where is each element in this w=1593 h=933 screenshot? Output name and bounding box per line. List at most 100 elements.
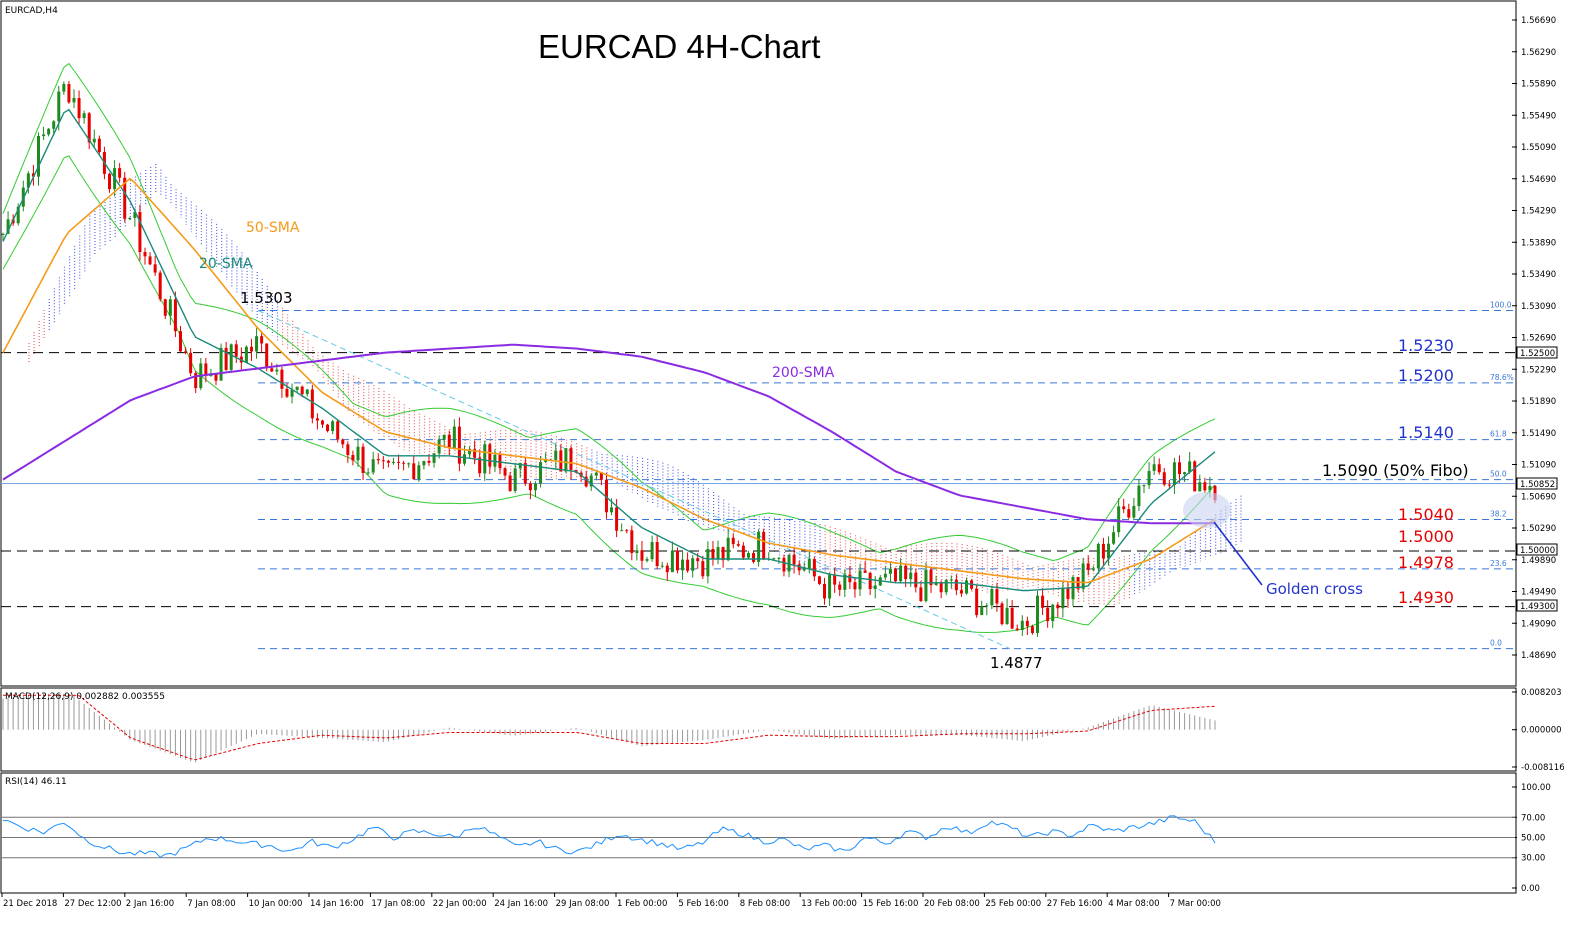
candle-body xyxy=(402,462,406,464)
candle-body xyxy=(615,507,619,531)
fib-label: 38.2 xyxy=(1490,509,1507,518)
candle-body xyxy=(539,462,543,484)
candle-body xyxy=(1137,485,1141,506)
candle-body xyxy=(564,448,568,472)
candle-body xyxy=(72,98,76,103)
candle-body xyxy=(909,572,913,580)
price-panel xyxy=(0,0,1517,687)
level-label-4: 1.5090 (50% Fibo) xyxy=(1322,461,1469,480)
candle-body xyxy=(787,554,791,572)
candle-body xyxy=(128,217,132,219)
candle-body xyxy=(1051,604,1055,622)
time-tick-label: 1 Feb 00:00 xyxy=(617,899,667,909)
candle-body xyxy=(736,544,740,546)
candle-body xyxy=(863,570,867,573)
candle-body xyxy=(1025,620,1029,627)
candle-body xyxy=(904,565,908,580)
price-tick-label: 1.55090 xyxy=(1521,143,1556,153)
level-label-5: 1.5040 xyxy=(1398,505,1454,524)
time-tick-label: 21 Dec 2018 xyxy=(3,899,57,909)
rsi-label: RSI(14) 46.11 xyxy=(5,777,67,787)
price-tick-label: 1.51890 xyxy=(1521,397,1556,407)
candle-body xyxy=(305,389,309,395)
candle-body xyxy=(244,346,248,363)
macd-signal-line xyxy=(3,694,1216,761)
price-tick-label: 1.53490 xyxy=(1521,270,1556,280)
candle-body xyxy=(158,272,162,300)
price-tick-label: 1.54690 xyxy=(1521,175,1556,185)
candle-body xyxy=(533,483,537,491)
level-label-8: 1.4930 xyxy=(1398,588,1454,607)
candle-body xyxy=(295,386,299,390)
candle-body xyxy=(447,434,451,449)
annotation-low: 1.4877 xyxy=(990,654,1043,672)
marker-box-current xyxy=(1516,477,1558,490)
candle-body xyxy=(356,446,360,461)
golden-cross-highlight xyxy=(1183,492,1231,528)
candle-body xyxy=(1041,595,1045,608)
candle-body xyxy=(985,605,989,607)
bollinger-upper-band xyxy=(2,62,1216,562)
candle-body xyxy=(518,462,522,469)
bollinger-lower-band xyxy=(2,155,1216,634)
candle-body xyxy=(1167,484,1171,486)
rsi-tick-label: 0.00 xyxy=(1521,884,1540,894)
price-tick-label: 1.49890 xyxy=(1521,556,1556,566)
macd-tick-label: 0.000000 xyxy=(1521,726,1562,736)
candle-body xyxy=(422,460,426,466)
candle-body xyxy=(569,448,573,470)
marker-text-14930: 1.49300 xyxy=(1520,602,1555,612)
marker-text-15000: 1.50000 xyxy=(1520,546,1555,556)
candle-body xyxy=(965,580,969,594)
chart-title: EURCAD 4H-Chart xyxy=(538,28,820,65)
candle-body xyxy=(1000,603,1004,625)
candle-body xyxy=(26,173,30,188)
candle-body xyxy=(31,173,35,177)
candle-body xyxy=(843,574,847,590)
candle-body xyxy=(752,553,756,562)
level-label-3: 1.5140 xyxy=(1398,423,1454,442)
candle-body xyxy=(610,507,614,513)
candle-body xyxy=(331,421,335,432)
candle-body xyxy=(635,550,639,554)
candle-body xyxy=(300,386,304,395)
fib-label: 78.6% xyxy=(1490,373,1514,382)
rsi-tick-label: 70.00 xyxy=(1521,813,1545,823)
candle-body xyxy=(184,351,188,353)
candle-body xyxy=(1132,505,1136,518)
candle-body xyxy=(1010,607,1014,629)
candle-body xyxy=(1127,509,1131,518)
candle-body xyxy=(670,550,674,573)
candle-body xyxy=(427,460,431,463)
sma-line-200-sma xyxy=(2,343,1215,525)
candle-body xyxy=(1091,568,1095,570)
price-tick-label: 1.56290 xyxy=(1521,48,1556,58)
candle-body xyxy=(178,331,182,352)
candle-body xyxy=(817,576,821,584)
candle-body xyxy=(255,336,259,352)
candle-body xyxy=(508,475,512,491)
time-tick-label: 25 Feb 00:00 xyxy=(985,899,1041,909)
candle-body xyxy=(488,444,492,467)
time-tick-label: 20 Feb 08:00 xyxy=(924,899,980,909)
time-tick-label: 24 Jan 16:00 xyxy=(494,899,548,909)
candle-body xyxy=(315,418,319,421)
candle-body xyxy=(802,568,806,571)
sma-line-20-sma xyxy=(2,108,1216,592)
candle-body xyxy=(711,549,715,559)
candle-body xyxy=(939,582,943,593)
candle-body xyxy=(645,559,649,561)
candle-body xyxy=(914,572,918,588)
candle-body xyxy=(746,553,750,558)
time-tick-label: 7 Mar 00:00 xyxy=(1170,899,1221,909)
candle-body xyxy=(417,465,421,480)
candle-body xyxy=(87,113,91,143)
annotation-sma50: 50-SMA xyxy=(246,220,300,236)
candle-body xyxy=(290,389,294,397)
fib-label: 100.0 xyxy=(1490,301,1512,310)
rsi-panel xyxy=(0,772,1517,894)
candle-body xyxy=(1162,472,1166,485)
price-tick-label: 1.52690 xyxy=(1521,334,1556,344)
candle-body xyxy=(107,173,111,190)
candle-body xyxy=(959,590,963,594)
